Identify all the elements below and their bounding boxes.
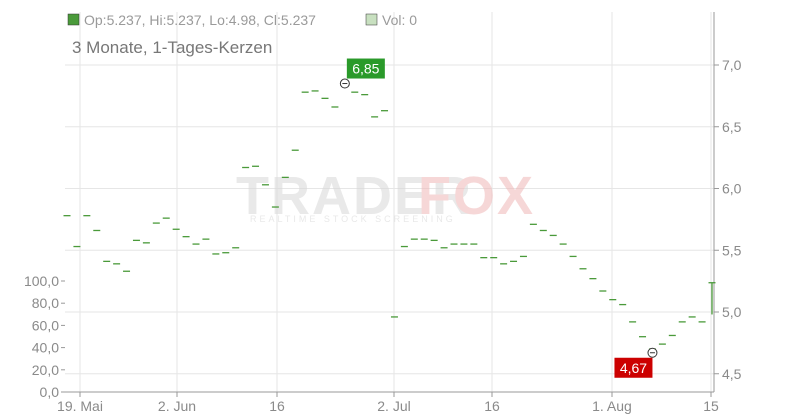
chart-subtitle: 3 Monate, 1-Tages-Kerzen	[72, 38, 272, 57]
price-tick-label: 6,0	[722, 181, 742, 197]
volume-tick-label: 0,0	[40, 384, 60, 400]
ohlc-legend-text: Op:5.237, Hi:5.237, Lo:4.98, Cl:5.237	[84, 12, 316, 28]
price-tick-label: 5,5	[722, 242, 742, 258]
watermark-brand-a: TRADER	[236, 166, 473, 226]
volume-legend-swatch	[365, 13, 378, 26]
time-axis: 19. Mai 2. Jun 16 2. Jul 16 1. Aug 15	[57, 392, 719, 414]
candles	[63, 82, 716, 350]
volume-legend-text: Vol: 0	[382, 12, 417, 28]
volume-axis: 100,0 80,0 60,0 40,0 20,0 0,0	[24, 273, 65, 400]
time-tick-label: 19. Mai	[57, 398, 103, 414]
high-label-box	[346, 58, 385, 79]
time-tick-label: 1. Aug	[592, 398, 632, 414]
grid-lines	[65, 12, 715, 393]
volume-tick-label: 80,0	[32, 295, 59, 311]
legend: Op:5.237, Hi:5.237, Lo:4.98, Cl:5.237 Vo…	[67, 12, 417, 28]
high-marker: 6,85	[339, 58, 385, 89]
price-tick-label: 7,0	[722, 57, 742, 73]
price-axis: 7,0 6,5 6,0 5,5 5,0 4,5	[714, 57, 742, 382]
low-marker: 4,67	[614, 347, 658, 378]
low-label-box	[614, 357, 653, 378]
volume-tick-label: 100,0	[24, 273, 59, 289]
low-label: 4,67	[620, 360, 647, 376]
price-tick-label: 6,5	[722, 119, 742, 135]
time-tick-label: 15	[703, 398, 719, 414]
traderfox-watermark: TRADER FOX REALTIME STOCK SCREENING	[236, 166, 535, 226]
time-tick-label: 2. Jun	[158, 398, 196, 414]
price-tick-label: 5,0	[722, 304, 742, 320]
volume-tick-label: 20,0	[32, 362, 59, 378]
watermark-tagline: REALTIME STOCK SCREENING	[250, 214, 456, 224]
high-label: 6,85	[352, 61, 379, 77]
time-tick-label: 16	[269, 398, 285, 414]
time-tick-label: 16	[484, 398, 500, 414]
volume-tick-label: 40,0	[32, 340, 59, 356]
watermark-brand-b: FOX	[418, 166, 535, 226]
volume-tick-label: 60,0	[32, 317, 59, 333]
time-tick-label: 2. Jul	[377, 398, 410, 414]
price-tick-label: 4,5	[722, 366, 742, 382]
ohlc-legend-swatch	[67, 13, 80, 26]
